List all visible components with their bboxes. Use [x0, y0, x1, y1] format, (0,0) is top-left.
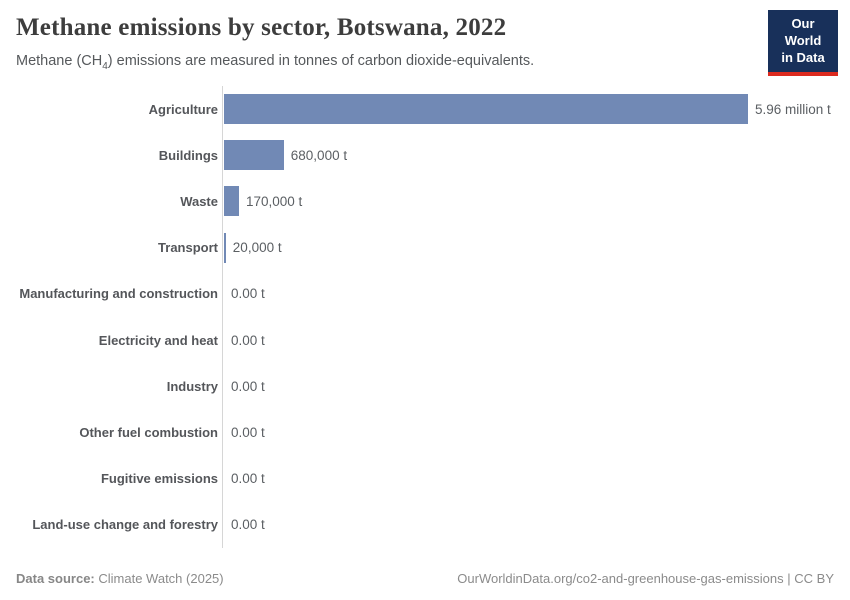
chart-row: Manufacturing and construction 0.00 t	[16, 271, 834, 317]
value-label: 5.96 million t	[755, 101, 831, 117]
owid-logo[interactable]: Our World in Data	[768, 10, 838, 76]
value-label: 0.00 t	[231, 517, 265, 533]
bar-wrap: 0.00 t	[224, 510, 265, 540]
bar-wrap: 0.00 t	[224, 464, 265, 494]
value-label: 0.00 t	[231, 378, 265, 394]
owid-logo-line1: Our World	[784, 16, 822, 48]
owid-url-link[interactable]: OurWorldinData.org/co2-and-greenhouse-ga…	[457, 571, 784, 586]
chart-row: Industry 0.00 t	[16, 363, 834, 409]
data-source-link[interactable]: Climate Watch (2025)	[98, 571, 224, 586]
category-label: Fugitive emissions	[100, 471, 218, 487]
data-source-label: Data source:	[16, 571, 95, 586]
value-label: 20,000 t	[232, 240, 282, 256]
chart-row: Electricity and heat 0.00 t	[16, 317, 834, 363]
category-label: Manufacturing and construction	[19, 286, 218, 302]
footer-separator: |	[783, 571, 795, 586]
bar-wrap: 680,000 t	[224, 140, 348, 171]
value-label: 170,000 t	[245, 193, 303, 209]
value-label: 0.00 t	[231, 332, 265, 348]
chart-row: Transport 20,000 t	[16, 225, 834, 271]
category-label: Other fuel combustion	[79, 424, 218, 440]
subtitle-text: Methane (CH	[16, 53, 103, 69]
chart-header: Methane emissions by sector, Botswana, 2…	[16, 14, 750, 72]
bar-wrap: 5.96 million t	[224, 94, 831, 125]
bar-wrap: 20,000 t	[224, 232, 282, 263]
category-label: Land-use change and forestry	[32, 517, 218, 533]
value-label: 680,000 t	[290, 147, 348, 163]
bar-wrap: 0.00 t	[224, 371, 265, 401]
bar-buildings[interactable]	[224, 140, 284, 171]
page-title: Methane emissions by sector, Botswana, 2…	[16, 14, 507, 41]
bar-transport[interactable]	[224, 232, 226, 263]
subtitle-subscript: 4	[102, 60, 108, 72]
chart-row: Buildings 680,000 t	[16, 132, 834, 178]
category-label: Waste	[180, 193, 218, 209]
bar-wrap: 0.00 t	[224, 325, 265, 355]
chart-subtitle: Methane (CH4) emissions are measured in …	[16, 53, 750, 72]
chart-row: Other fuel combustion 0.00 t	[16, 409, 834, 455]
value-label: 0.00 t	[231, 424, 265, 440]
chart-footer: Data source: Climate Watch (2025) OurWor…	[16, 571, 834, 586]
chart-row: Agriculture 5.96 million t	[16, 86, 834, 132]
category-label: Transport	[158, 240, 218, 256]
value-label: 0.00 t	[231, 471, 265, 487]
subtitle-text-2: ) emissions are measured in tonnes of ca…	[107, 53, 535, 69]
owid-logo-line2: in Data	[781, 49, 825, 65]
chart-row: Waste 170,000 t	[16, 178, 834, 224]
bar-agriculture[interactable]	[224, 94, 748, 125]
bar-waste[interactable]	[224, 186, 239, 217]
license-label: CC BY	[794, 571, 834, 586]
category-label: Industry	[166, 378, 218, 394]
category-label: Agriculture	[148, 101, 218, 117]
bar-wrap: 0.00 t	[224, 417, 265, 447]
value-label: 0.00 t	[231, 286, 265, 302]
chart-row: Land-use change and forestry 0.00 t	[16, 502, 834, 548]
bar-chart: Agriculture 5.96 million t Buildings 680,00…	[16, 86, 834, 548]
category-label: Electricity and heat	[98, 332, 218, 348]
category-label: Buildings	[158, 147, 218, 163]
chart-row: Fugitive emissions 0.00 t	[16, 456, 834, 502]
data-source: Data source: Climate Watch (2025)	[16, 571, 224, 586]
footer-attribution: OurWorldinData.org/co2-and-greenhouse-ga…	[457, 571, 834, 586]
bar-wrap: 170,000 t	[224, 186, 303, 217]
bar-wrap: 0.00 t	[224, 279, 265, 309]
